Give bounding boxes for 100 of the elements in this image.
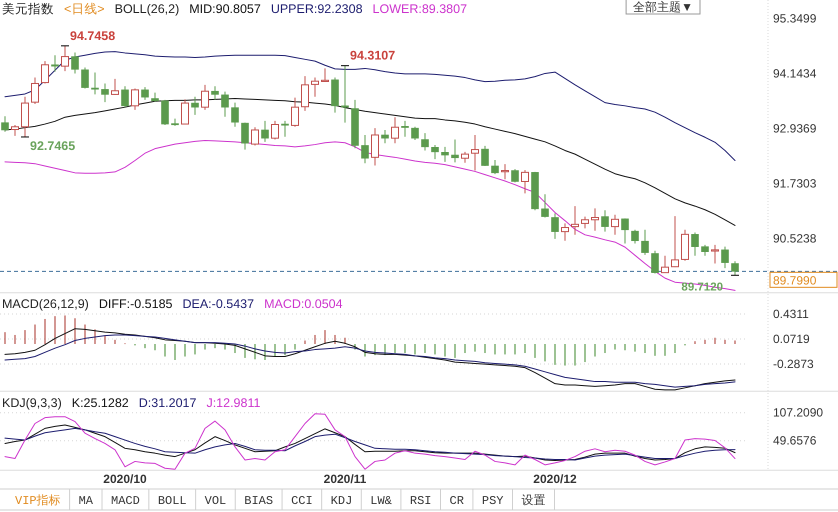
y-tick-label: 49.6576 [773, 434, 817, 448]
y-tick-label: 94.1434 [773, 66, 817, 80]
candlestick [361, 134, 369, 164]
legend-title: KDJ(9,3,3) [2, 396, 62, 410]
candlestick [591, 208, 599, 232]
candlestick [41, 60, 49, 84]
candlestick [551, 212, 559, 240]
candlestick [701, 244, 709, 256]
text: RSI [410, 494, 432, 508]
chart-subtitle: <日线> [64, 2, 105, 16]
candlestick [421, 132, 429, 151]
candlestick [61, 45, 69, 72]
line-series [4, 51, 736, 161]
text: 全部主题▼ [633, 0, 693, 14]
candlestick [601, 210, 609, 232]
y-tick-label: -0.2873 [773, 356, 814, 371]
series-label: J:12.9811 [206, 396, 260, 410]
text: CR [450, 494, 464, 508]
text: BIAS [244, 494, 274, 508]
text: BOLL [158, 494, 187, 508]
text: CCI [291, 494, 313, 508]
text: PSY [482, 494, 504, 508]
candlestick [401, 120, 409, 138]
candlestick [321, 68, 329, 82]
text: KDJ [330, 494, 352, 508]
candlestick [31, 77, 39, 104]
candlestick [501, 164, 509, 180]
line-series [4, 413, 736, 470]
series-label: DIFF:-0.5185 [98, 297, 173, 311]
candlestick [81, 67, 89, 89]
candlestick [271, 120, 279, 140]
candlestick [461, 151, 469, 164]
candlestick [121, 86, 129, 108]
candlestick [181, 98, 189, 125]
candlestick [541, 194, 549, 218]
candlestick [291, 97, 299, 128]
text: DEA:-0.5437 [182, 297, 254, 311]
candlestick [141, 86, 149, 100]
annotation: 94.7458 [70, 28, 116, 43]
candlestick [511, 168, 519, 183]
candlestick [441, 146, 449, 162]
candlestick [201, 84, 209, 110]
x-tick-label: 2020/12 [533, 472, 578, 486]
x-tick-label: 2020/11 [324, 472, 367, 486]
candlestick [191, 96, 199, 116]
text: D:31.2017 [138, 396, 196, 410]
candlestick [101, 82, 109, 103]
text: VIP指标 [15, 494, 61, 508]
series-label: MACD:0.0504 [264, 297, 343, 311]
y-tick-label: 0.0719 [773, 332, 810, 346]
candlestick [231, 102, 239, 128]
candlestick [521, 170, 529, 194]
y-tick-label: 92.9369 [773, 121, 817, 136]
candlestick [731, 260, 739, 276]
candlestick [481, 145, 489, 166]
candlestick [431, 144, 439, 160]
candlestick [381, 129, 389, 144]
candlestick [281, 120, 289, 138]
candlestick [131, 88, 139, 110]
candlestick [301, 76, 309, 112]
candlestick [151, 92, 159, 102]
candlestick [561, 222, 569, 242]
candlestick [11, 124, 19, 136]
candlestick [311, 77, 319, 98]
candlestick [641, 229, 649, 256]
candlestick [661, 255, 669, 274]
candlestick [391, 116, 399, 144]
candlestick [471, 134, 479, 172]
candlestick [411, 126, 419, 140]
candlestick [1, 116, 9, 132]
candlestick [371, 128, 379, 166]
text: UPPER:92.2308 [270, 2, 363, 16]
candlestick [451, 139, 459, 163]
candlestick [711, 244, 719, 264]
candlestick [161, 99, 169, 126]
candlestick [211, 86, 219, 100]
candlestick [691, 232, 699, 256]
candlestick [111, 78, 119, 96]
candlestick [21, 96, 29, 138]
candlestick [221, 91, 229, 118]
candlestick [261, 120, 269, 142]
y-tick-label: 95.3499 [773, 11, 817, 26]
candlestick [571, 206, 579, 236]
candlestick [621, 218, 629, 244]
text: VOL [204, 494, 226, 508]
ref-line-label: 89.7990 [773, 273, 817, 288]
candlestick [671, 216, 679, 268]
text: MACD [111, 494, 140, 508]
series-label: K:25.1282 [72, 396, 129, 410]
chart-title: 美元指数 [2, 1, 54, 16]
text: MA [78, 494, 94, 508]
text: MID:90.8057 [189, 2, 261, 16]
candlestick [651, 250, 659, 274]
legend-title: BOLL(26,2) [114, 2, 180, 16]
text: LOWER:89.3807 [372, 2, 468, 16]
text: LW& [370, 494, 392, 508]
candlestick [341, 65, 349, 124]
y-tick-label: 107.2090 [773, 406, 824, 420]
candlestick [91, 72, 99, 95]
candlestick [251, 126, 259, 146]
